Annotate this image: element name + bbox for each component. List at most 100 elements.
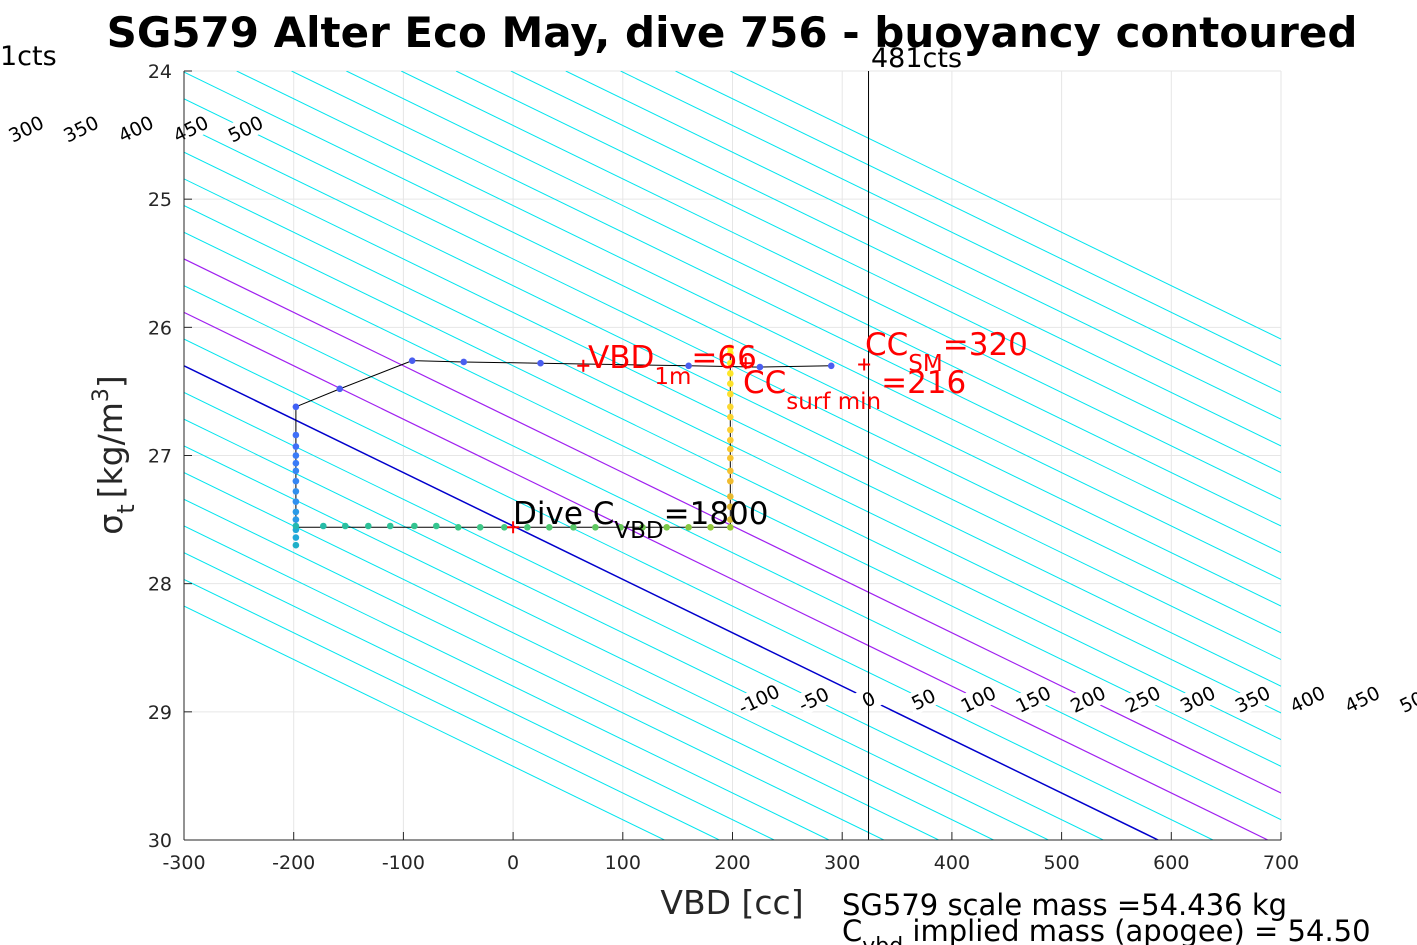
contour-line: [184, 418, 1049, 840]
contour-line: [184, 605, 665, 840]
dive-point: [727, 523, 734, 531]
y-axis-label: σt [kg/m3]: [89, 375, 140, 534]
contour-line: [184, 311, 1269, 840]
contour-line: [184, 578, 720, 840]
x-tick-label: 700: [1263, 852, 1299, 874]
x-tick-label: -100: [382, 852, 425, 874]
x-tick-label: 500: [1043, 852, 1079, 874]
contour-label-bg: [740, 682, 778, 716]
dive-point: [292, 522, 300, 530]
contour-label: -100: [735, 681, 783, 720]
y-tick-label: 28: [148, 574, 172, 596]
y-axis-label-sup: 3: [89, 388, 114, 402]
y-tick-label: 24: [148, 61, 172, 83]
dive-point: [727, 413, 734, 421]
cc-surf-min-annotation: CCsurf min=216: [743, 365, 966, 415]
footer-c: C: [842, 914, 862, 945]
contour-label: 100: [958, 682, 1000, 718]
contour-line: [184, 338, 1214, 840]
contour-label: 400: [115, 112, 157, 148]
dive-point: [827, 362, 835, 370]
y-tick-label: 26: [148, 317, 172, 339]
x-tick-label: 0: [507, 852, 519, 874]
contour-line: [184, 151, 1281, 687]
contour-label-bg: [7, 112, 45, 146]
contour-line: [184, 525, 830, 840]
contour-line: [346, 71, 1281, 527]
dive-point: [727, 359, 734, 367]
dive-c-vbd-annotation: Dive CVBD=1800: [513, 496, 769, 544]
dive-point: [639, 523, 646, 531]
contour-line: [565, 71, 1281, 420]
contour-label-bg: [905, 682, 942, 716]
dive-point: [524, 523, 531, 531]
dive-point: [592, 523, 599, 531]
contour-line: [184, 472, 939, 840]
dive-point: [320, 522, 327, 530]
y-ticks: 24 25 26 27 28 29 30: [148, 61, 192, 852]
x-tick-label: -200: [272, 852, 315, 874]
contour-label: 500: [1396, 682, 1417, 718]
x-tick-label: -300: [162, 852, 205, 874]
marker-cc-surf-min: [739, 357, 752, 370]
dive-point: [663, 523, 670, 531]
marker-dive-c-vbd: [507, 521, 520, 534]
buoyancy-contours: [184, 71, 1281, 840]
dive-point: [727, 454, 734, 462]
y-axis-label-sub: t: [112, 504, 140, 513]
contour-label-bg: [62, 112, 100, 146]
contour-line: [184, 391, 1104, 840]
contour-label: 300: [1177, 682, 1219, 718]
dive-point: [364, 522, 372, 530]
contour-label: 250: [1122, 682, 1164, 718]
contour-label-bg: [795, 682, 832, 716]
y-axis-label-close: ]: [91, 375, 130, 388]
contour-line: [184, 231, 1281, 767]
dive-point: [546, 523, 553, 531]
x-tick-label: 200: [714, 852, 750, 874]
dive-point: [727, 403, 734, 411]
dive-point: [756, 363, 764, 371]
chart-title: SG579 Alter Eco May, dive 756 - buoyancy…: [107, 8, 1358, 57]
x-tick-label: 400: [934, 852, 970, 874]
dive-point: [292, 516, 300, 523]
contour-label-bg: [1289, 682, 1326, 716]
contour-label-bg: [1398, 682, 1417, 716]
contour-line: [291, 71, 1281, 554]
contour-line: [620, 71, 1281, 394]
dive-point: [408, 357, 416, 364]
contour-label: 150: [1012, 682, 1054, 718]
contour-label: 450: [1341, 682, 1383, 718]
dive-point: [476, 523, 484, 531]
contour-line: [184, 124, 1281, 661]
dive-point: [292, 534, 300, 541]
contour-label: 300: [5, 112, 47, 148]
dive-point: [727, 390, 734, 398]
marker-vbd-1m: [577, 359, 590, 372]
x-ticks: -300 -200 -100 0 100 200 300 400 500 600 700: [162, 832, 1299, 874]
marker-cc-sm: [858, 358, 871, 371]
contour-labels: -300-250-200-150-100-5005010015020025030…: [5, 112, 1417, 720]
footer-scale-mass: SG579 scale mass =54.436 kg: [842, 888, 1287, 922]
contour-line: [184, 98, 1281, 634]
y-tick-label: 29: [148, 702, 172, 724]
dive-point: [727, 467, 734, 475]
dive-point: [727, 445, 734, 453]
x-tick-label: 300: [824, 852, 860, 874]
min-counts-left-label: 1cts: [0, 41, 57, 72]
x-tick-label: 100: [605, 852, 641, 874]
contour-line: [184, 445, 994, 840]
contour-label-bg: [959, 682, 997, 716]
dive-point: [341, 522, 349, 530]
dive-point: [460, 358, 468, 366]
grid: [184, 70, 1282, 840]
min-counts-right-label: 481cts: [871, 43, 962, 74]
contour-label: 450: [170, 112, 212, 148]
contour-label: 200: [1067, 682, 1109, 718]
contour-label-bg: [172, 112, 209, 146]
dive-point: [537, 359, 544, 367]
contour-label-bg: [227, 112, 264, 146]
y-tick-label: 25: [148, 189, 172, 211]
dive-point: [727, 349, 734, 357]
contour-line: [675, 71, 1281, 367]
